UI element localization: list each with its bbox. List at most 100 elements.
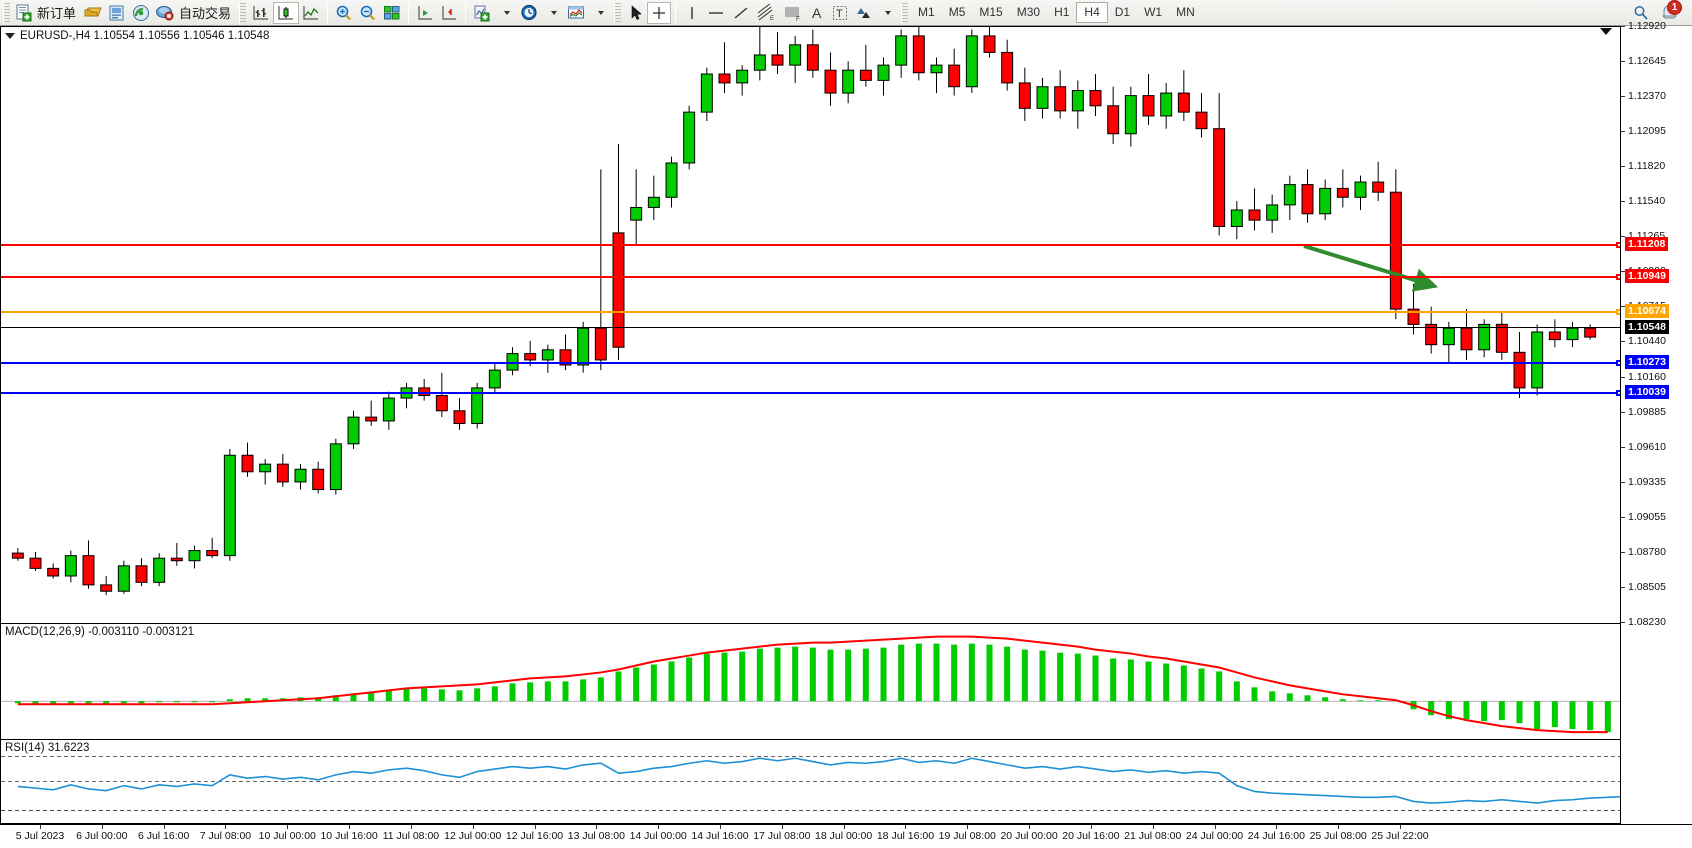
arrows-dropdown[interactable] [875,2,898,24]
timeframe-m5-button[interactable]: M5 [948,5,966,19]
chart-workspace[interactable]: EURUSD-,H4 1.10554 1.10556 1.10546 1.105… [0,20,1692,848]
cursor-button[interactable] [624,2,647,24]
timeframe-h1-button[interactable]: H1 [1054,5,1070,19]
timeframe-d1-button[interactable]: D1 [1114,5,1131,19]
indicators-icon [474,5,490,21]
time-axis-tick [163,825,165,829]
notifications-button[interactable]: 1 [1658,0,1682,24]
equidistant-channel-button[interactable]: E [753,2,779,24]
price-axis-label: 1.11820 [1628,159,1666,172]
crosshair-button[interactable] [647,1,672,24]
indicators-button[interactable] [470,2,494,24]
price-axis-label: 1.10440 [1628,335,1666,348]
time-axis-tick [1090,825,1092,829]
zoom-in-button[interactable] [332,2,356,24]
time-axis-tick [905,825,907,829]
chevron-down-icon [503,10,510,15]
text-box-button[interactable]: T [828,2,851,24]
time-axis-label: 14 Jul 00:00 [629,830,687,842]
zoom-out-button[interactable] [356,2,380,24]
macd-pane[interactable]: MACD(12,26,9) -0.003110 -0.003121 [0,623,1692,740]
shift-end-button[interactable] [413,2,437,24]
price-axis-tick [1621,622,1625,623]
time-axis-tick [1152,825,1154,829]
price-axis-tick [1621,481,1625,483]
timeframe-m30-button[interactable]: M30 [1016,5,1041,19]
toolbar-grip-3[interactable] [614,2,622,23]
level-line-current-price[interactable] [1,327,1621,329]
rsi-pane[interactable]: RSI(14) 31.6223 [0,739,1692,824]
svg-text:F: F [796,17,800,22]
time-axis[interactable]: 5 Jul 2023 6 Jul 00:00 6 Jul 16:00 7 Jul 08… [0,824,1692,848]
price-pane[interactable]: EURUSD-,H4 1.10554 1.10556 1.10546 1.105… [0,26,1692,624]
toolbar-grip-2[interactable] [239,2,247,23]
templates-button[interactable] [564,2,588,24]
timeframe-m15-button[interactable]: M15 [979,5,1003,19]
templates-dropdown[interactable] [588,2,611,24]
period-dropdown[interactable] [541,2,564,24]
toolbar-separator-2 [408,2,410,23]
text-label-icon: A [812,5,822,21]
collapse-triangle-icon[interactable] [5,33,15,39]
auto-trading-label: 自动交易 [179,6,232,21]
tile-windows-button[interactable] [380,2,404,24]
time-axis-label: 24 Jul 16:00 [1247,830,1305,842]
templates-icon [568,6,585,18]
level-line-support-1[interactable] [1,360,1622,367]
price-axis-tick [1621,271,1625,273]
price-axis[interactable]: 1.12920 1.12645 1.12370 1.12095 1.11820 1.115… [1620,20,1692,824]
folder-button[interactable] [81,2,105,24]
toolbar-grip-4[interactable] [901,2,909,23]
price-badge-resistance-2[interactable]: 1.10949 [1625,269,1669,284]
price-axis-label: 1.08230 [1628,616,1666,628]
chart-collapse-caret-icon[interactable] [1600,28,1612,35]
timeframe-h4-button[interactable]: H4 [1076,2,1108,23]
level-line-resistance-1[interactable] [1,241,1622,248]
text-label-button[interactable]: A [805,2,828,24]
toolbar-grip[interactable] [3,2,10,23]
level-line-pivot[interactable] [1,309,1622,316]
signals-button[interactable] [129,2,153,24]
period-button[interactable] [517,2,541,24]
vertical-line-button[interactable] [680,2,703,24]
trendline-button[interactable] [729,2,753,24]
new-order-label: 新订单 [37,6,77,21]
price-axis-label: 1.12095 [1628,124,1666,137]
timeframe-m1-button[interactable]: M1 [918,5,935,19]
search-button[interactable] [1629,2,1652,24]
price-badge-current-price[interactable]: 1.10548 [1625,320,1669,335]
price-axis-tick [1621,587,1625,589]
horizontal-line-button[interactable] [703,2,729,24]
price-badge-resistance-1[interactable]: 1.11208 [1625,236,1669,251]
bar-chart-button[interactable] [249,2,273,24]
auto-trading-button[interactable]: 自动交易 [153,2,236,24]
arrows-button[interactable] [851,2,875,24]
price-axis-label: 1.09885 [1628,405,1666,418]
time-axis-label: 18 Jul 16:00 [876,830,935,842]
time-axis-tick [534,825,536,829]
candlestick-chart-button[interactable] [273,1,300,24]
price-axis-label: 1.09055 [1628,511,1666,524]
profiles-button[interactable] [105,2,129,24]
price-badge-support-2[interactable]: 1.10039 [1625,385,1669,400]
time-axis-label: 11 Jul 08:00 [382,830,440,842]
auto-scroll-button[interactable] [437,2,461,24]
shift-end-icon [418,5,433,20]
price-badge-support-1[interactable]: 1.10273 [1625,355,1669,370]
folder-icon [84,7,102,16]
new-order-button[interactable]: 新订单 [13,2,81,24]
level-line-support-2[interactable] [1,390,1622,397]
time-axis-label: 6 Jul 16:00 [137,830,190,842]
time-axis-label: 17 Jul 08:00 [753,830,811,842]
tile-windows-icon [384,5,400,19]
horizontal-line-icon [709,11,724,14]
indicators-dropdown[interactable] [494,2,517,24]
line-chart-button[interactable] [299,2,323,24]
timeframe-mn-button[interactable]: MN [1176,5,1195,19]
time-axis-tick [1214,825,1216,829]
fibonacci-button[interactable]: F [779,2,805,24]
timeframe-w1-button[interactable]: W1 [1144,5,1163,19]
price-axis-label: 1.09335 [1628,475,1666,488]
price-badge-pivot[interactable]: 1.10674 [1625,304,1669,319]
level-line-resistance-2[interactable] [1,274,1622,281]
